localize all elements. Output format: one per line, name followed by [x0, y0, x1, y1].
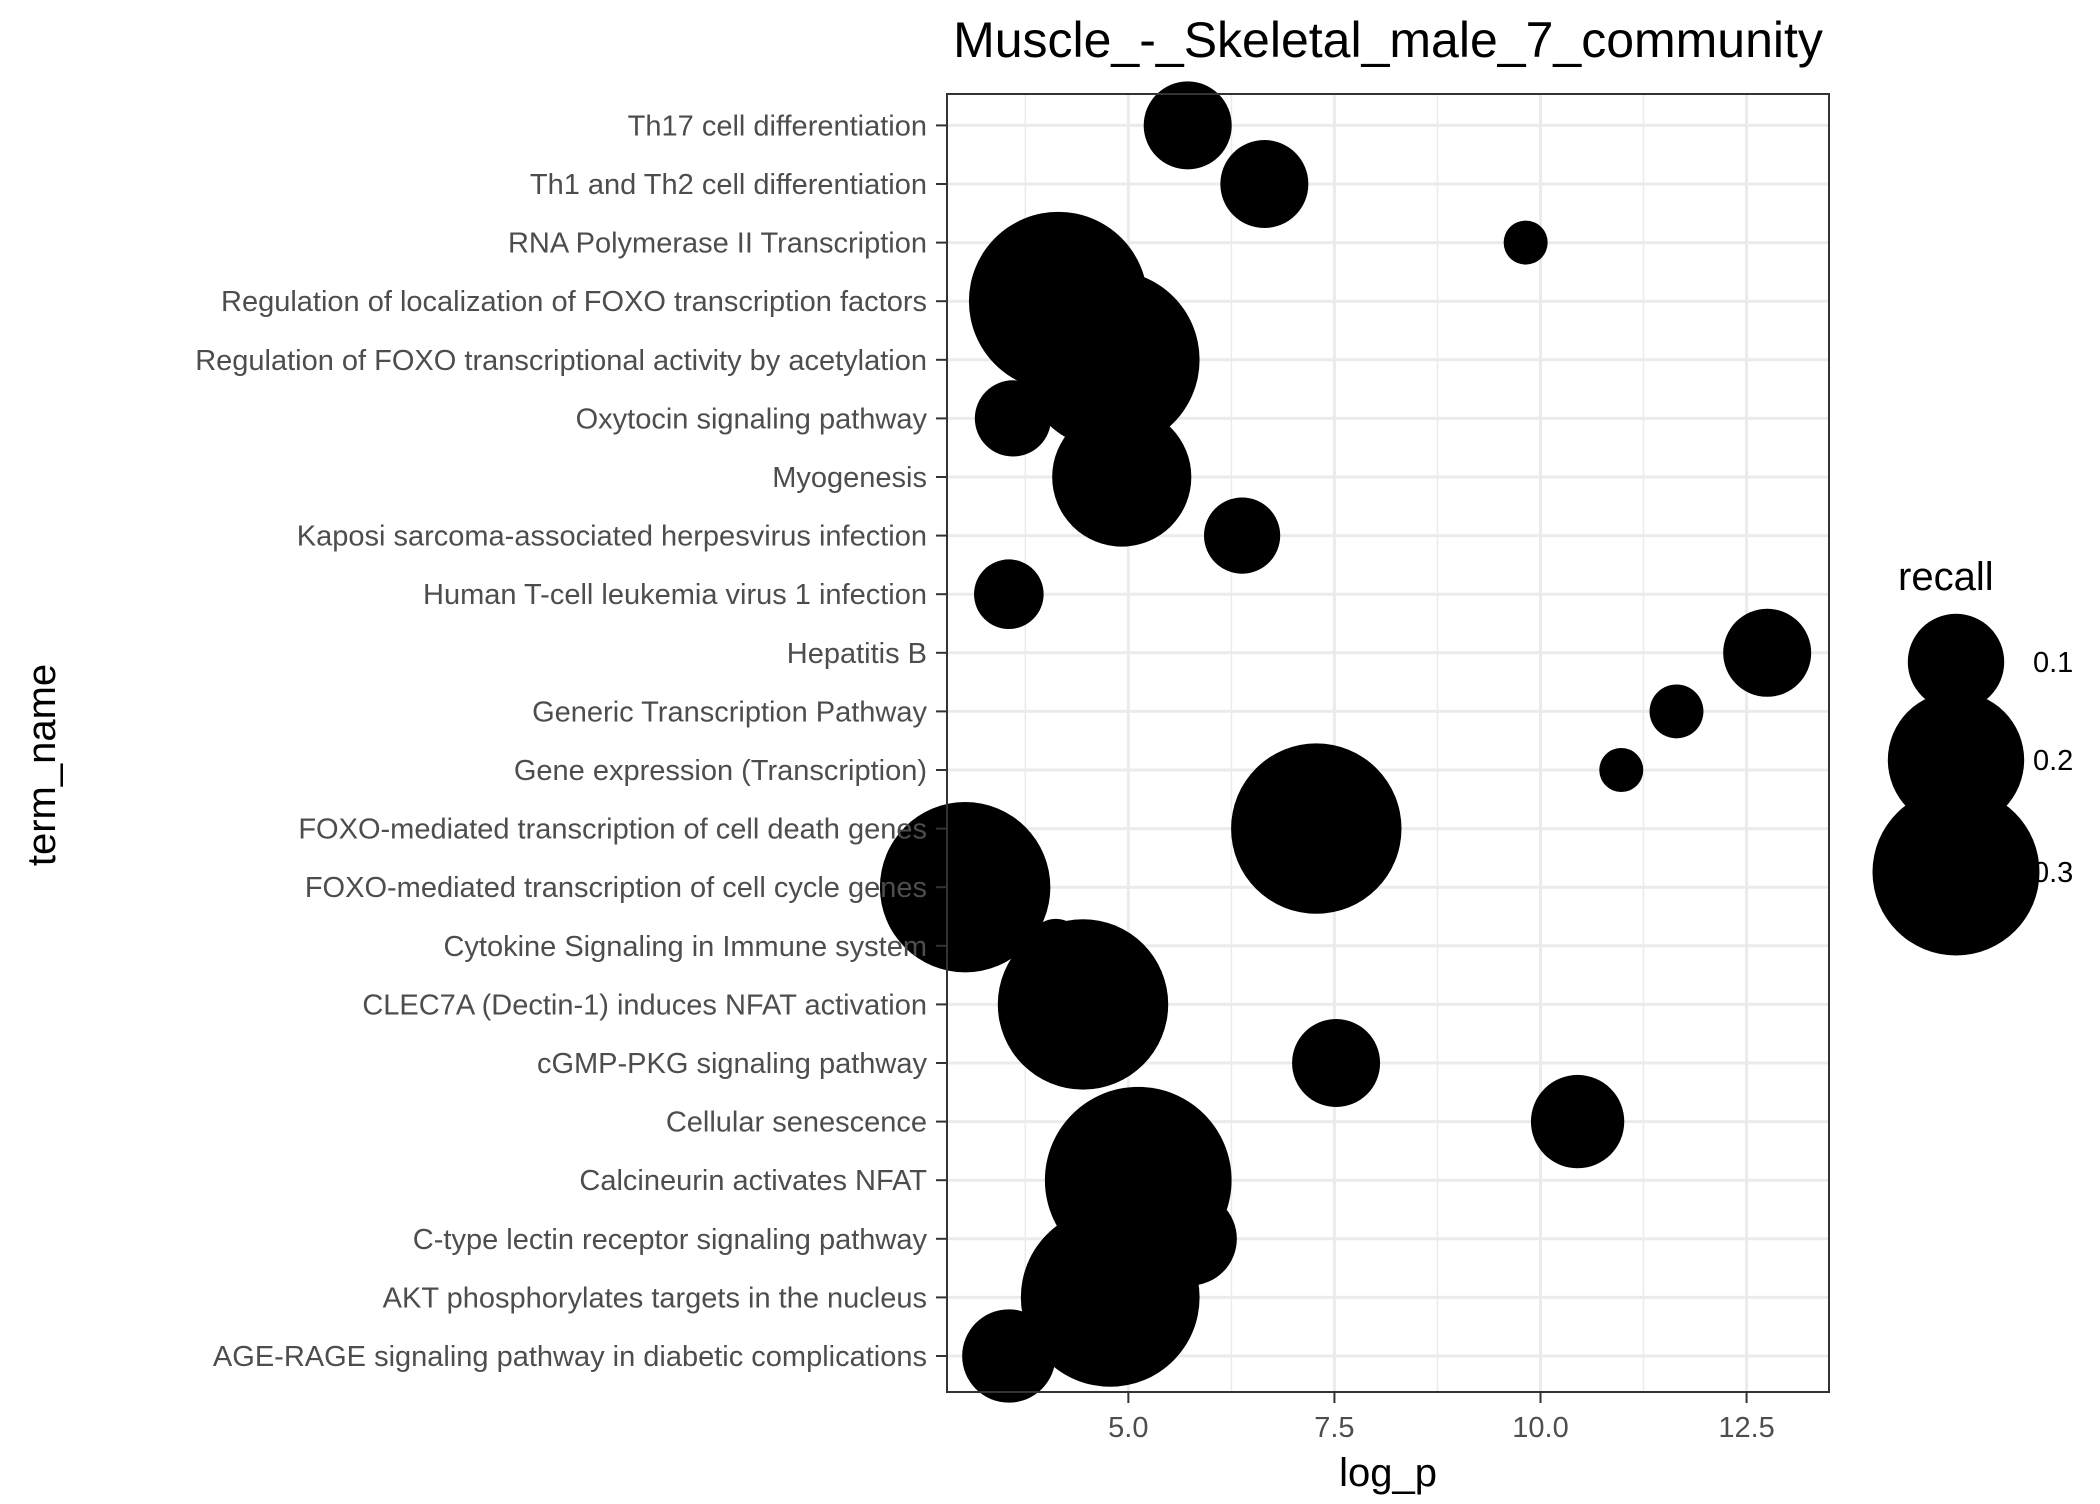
y-tick-label: Myogenesis	[772, 462, 927, 494]
x-tick-label: 12.5	[1718, 1412, 1774, 1444]
data-point	[968, 211, 1148, 391]
x-tick-label: 10.0	[1512, 1412, 1568, 1444]
data-point	[1292, 1019, 1381, 1107]
y-tick-label: Hepatitis B	[787, 638, 927, 670]
data-point	[1649, 684, 1704, 739]
y-tick-label: Cytokine Signaling in Immune system	[443, 931, 927, 963]
y-tick-label: C-type lectin receptor signaling pathway	[413, 1224, 928, 1256]
y-tick-label: Calcineurin activates NFAT	[579, 1165, 927, 1197]
x-tick-label: 7.5	[1314, 1412, 1354, 1444]
x-tick-label: 5.0	[1108, 1412, 1148, 1444]
data-point	[1599, 748, 1644, 792]
data-point	[1028, 918, 1083, 973]
y-tick-label: Generic Transcription Pathway	[532, 696, 927, 728]
y-tick-label: Oxytocin signaling pathway	[576, 403, 928, 435]
x-axis: 5.0 7.5 10.0 12.5	[1108, 1392, 1775, 1444]
data-point	[1203, 497, 1281, 574]
y-tick-label: Th1 and Th2 cell differentiation	[530, 169, 927, 201]
y-tick-label: Gene expression (Transcription)	[514, 755, 927, 787]
legend-key-symbol	[1907, 613, 2005, 711]
data-point	[879, 801, 1051, 973]
y-tick-label: RNA Polymerase II Transcription	[508, 228, 927, 260]
y-tick-label: Cellular senescence	[666, 1107, 927, 1139]
y-tick-label: AGE-RAGE signaling pathway in diabetic c…	[213, 1341, 927, 1373]
legend-key-symbol	[1887, 691, 2025, 829]
legend-key-symbol	[1872, 788, 2040, 956]
y-tick-label: FOXO-mediated transcription of cell deat…	[298, 814, 927, 846]
legend-key-label: 0.2	[2033, 745, 2073, 777]
y-tick-label: Th17 cell differentiation	[628, 110, 927, 142]
y-tick-label: CLEC7A (Dectin-1) induces NFAT activatio…	[362, 989, 927, 1021]
data-point	[1503, 220, 1548, 265]
data-point	[1143, 81, 1232, 170]
y-tick-label: Regulation of FOXO transcriptional activ…	[195, 345, 927, 377]
y-axis-title: term_name	[20, 664, 64, 866]
y-tick-label: FOXO-mediated transcription of cell cycl…	[305, 872, 927, 904]
legend-key-label: 0.1	[2033, 647, 2073, 679]
data-points	[879, 81, 1812, 1403]
legend-keys: 0.1 0.2 0.3	[1872, 613, 2073, 956]
y-tick-label: Human T-cell leukemia virus 1 infection	[423, 579, 927, 611]
y-tick-label: AKT phosphorylates targets in the nucleu…	[383, 1282, 927, 1314]
y-tick-label: Kaposi sarcoma-associated herpesvirus in…	[297, 521, 927, 553]
legend: recall 0.1 0.2 0.3	[1872, 555, 2073, 956]
data-point	[1231, 743, 1402, 914]
x-axis-title: log_p	[1339, 1451, 1437, 1495]
legend-title: recall	[1898, 555, 1994, 599]
data-point	[1220, 140, 1309, 228]
data-point	[1044, 1086, 1232, 1274]
legend-key-label: 0.3	[2033, 857, 2073, 889]
data-point	[1530, 1074, 1625, 1169]
y-axis: AGE-RAGE signaling pathway in diabetic c…	[195, 110, 947, 1373]
y-tick-label: Regulation of localization of FOXO trans…	[221, 286, 927, 318]
y-tick-label: cGMP-PKG signaling pathway	[537, 1048, 928, 1080]
data-point	[974, 559, 1044, 629]
panel-border	[946, 93, 1830, 1393]
chart-title: Muscle_-_Skeletal_male_7_community	[953, 12, 1823, 68]
data-point	[1723, 608, 1812, 697]
